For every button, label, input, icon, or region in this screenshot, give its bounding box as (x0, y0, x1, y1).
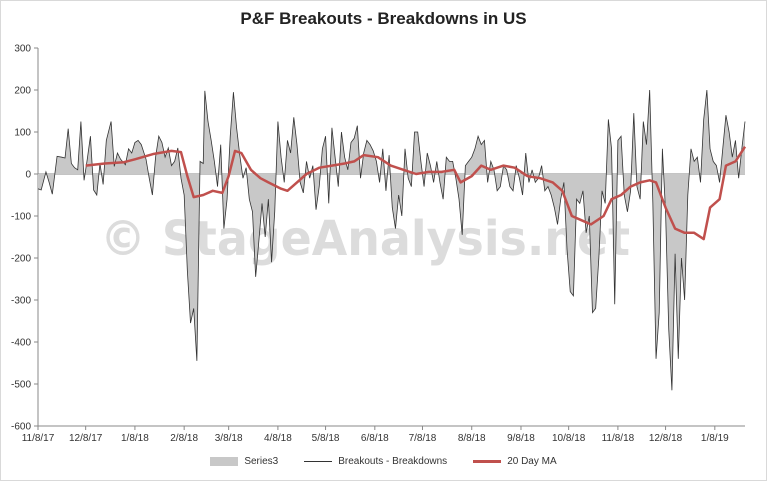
legend-item-series3: Series3 (210, 456, 278, 467)
x-tick-label: 9/8/18 (507, 433, 535, 444)
x-tick-label: 8/8/18 (458, 433, 486, 444)
y-tick-label: -100 (11, 212, 31, 223)
y-tick-label: 300 (14, 44, 31, 55)
y-tick-label: 100 (14, 128, 31, 139)
legend-swatch-line (304, 461, 333, 462)
x-tick-label: 4/8/18 (264, 433, 292, 444)
x-tick-label: 3/8/18 (215, 433, 243, 444)
series-line-20-day-ma (85, 146, 747, 241)
x-tick-label: 5/8/18 (312, 433, 340, 444)
y-tick-label: -300 (11, 296, 31, 307)
x-tick-label: 11/8/18 (602, 433, 635, 444)
legend: Series3 Breakouts - Breakdowns 20 Day MA (0, 456, 767, 467)
x-tick-label: 1/8/18 (121, 433, 149, 444)
x-tick-label: 11/8/17 (22, 433, 55, 444)
y-tick-label: -600 (11, 422, 31, 433)
x-tick-label: 12/8/17 (69, 433, 103, 444)
x-tick-label: 6/8/18 (361, 433, 389, 444)
y-tick-label: 200 (14, 86, 31, 97)
chart-title: P&F Breakouts - Breakdowns in US (240, 9, 527, 28)
y-tick-label: 0 (25, 170, 31, 181)
legend-label: Breakouts - Breakdowns (338, 456, 448, 467)
x-tick-label: 10/8/18 (552, 433, 586, 444)
legend-swatch-area (210, 457, 239, 466)
legend-item-20-day-ma: 20 Day MA (473, 456, 557, 467)
x-tick-label: 1/8/19 (701, 433, 729, 444)
legend-swatch-ma (473, 460, 502, 463)
x-tick-label: 2/8/18 (170, 433, 198, 444)
watermark: © StageAnalysis.net (100, 211, 630, 267)
legend-label: 20 Day MA (507, 456, 557, 467)
x-tick-label: 12/8/18 (649, 433, 683, 444)
y-tick-label: -500 (11, 380, 31, 391)
y-tick-label: -200 (11, 254, 31, 265)
y-tick-label: -400 (11, 338, 31, 349)
legend-item-breakouts-breakdowns: Breakouts - Breakdowns (304, 456, 447, 467)
line-20-day-ma (85, 146, 747, 241)
x-tick-label: 7/8/18 (409, 433, 437, 444)
legend-label: Series3 (244, 456, 279, 467)
y-axis: 300 200 100 0 -100 -200 -300 -400 -500 -600 (11, 44, 39, 433)
